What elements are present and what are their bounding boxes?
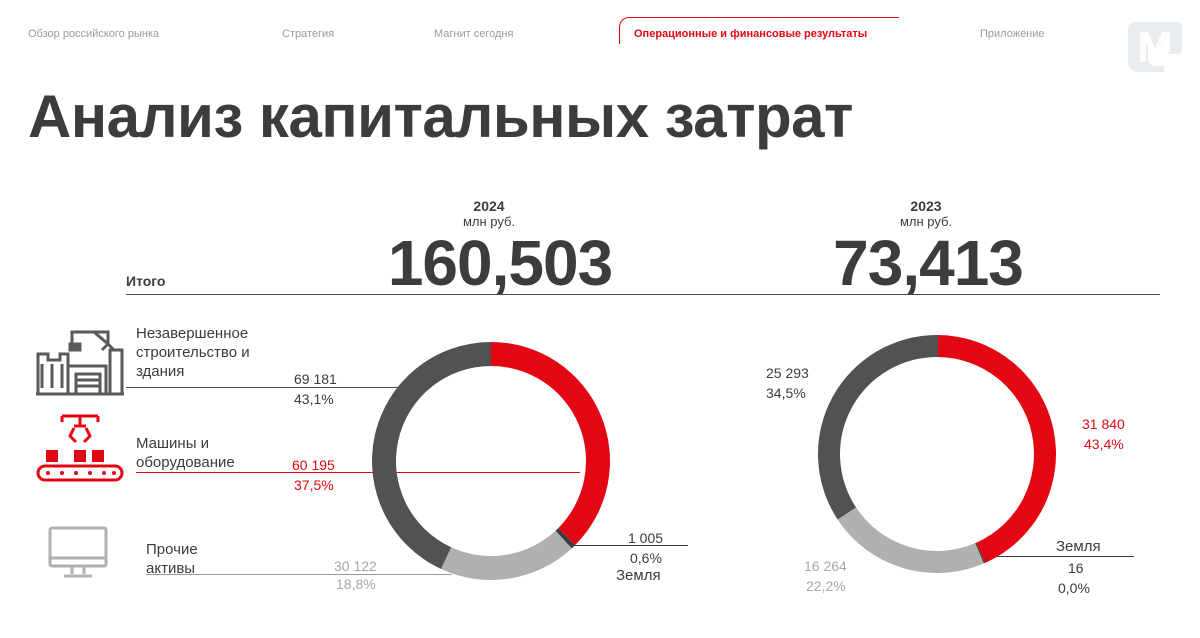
nav-item-market-overview[interactable]: Обзор российского рынка	[28, 28, 160, 40]
computer-monitor-icon	[48, 526, 108, 578]
donut-slice-2023-machinery	[937, 335, 1057, 563]
leader-line-2024-other	[146, 574, 452, 575]
unit-2023-label: млн руб.	[899, 214, 953, 229]
data-label-2023-other-value: 16 264	[804, 558, 847, 574]
nav-item-operational-financial-results[interactable]: Операционные и финансовые результаты	[634, 28, 868, 40]
data-label-2024-other-percent: 18,8%	[336, 576, 376, 592]
leader-line-2023-land	[980, 556, 1134, 557]
nav-active-indicator	[619, 17, 899, 44]
nav-item-strategy[interactable]: Стратегия	[282, 28, 335, 40]
total-2023-value: 73,413	[833, 227, 1024, 299]
category-label-machinery: Машины и оборудование	[136, 435, 235, 471]
donut-slice-2023-other-assets	[837, 507, 984, 574]
data-label-2024-land-percent: 0,6%	[630, 550, 662, 566]
machinery-conveyor-icon	[36, 414, 124, 482]
unit-2024-label: млн руб.	[462, 214, 516, 229]
leader-line-2024-machinery	[136, 472, 580, 473]
category-label-other-assets: Прочие активы	[146, 541, 198, 577]
data-label-2024-machinery-percent: 37,5%	[294, 477, 334, 493]
donut-slice-2023-construction	[817, 335, 939, 520]
donut-slice-2023-land	[975, 542, 986, 564]
data-label-2023-machinery-percent: 43,4%	[1084, 436, 1124, 452]
data-label-2024-machinery-value: 60 195	[292, 457, 335, 473]
page-title: Анализ капитальных затрат	[28, 83, 853, 150]
donut-chart-2023	[817, 335, 1057, 574]
total-2024-value: 160,503	[387, 227, 613, 299]
data-label-2023-other-percent: 22,2%	[806, 578, 846, 594]
year-2023-label: 2023	[910, 198, 942, 214]
data-label-2023-land-value: 16	[1068, 560, 1084, 576]
donut-chart-2024	[371, 342, 611, 581]
donut-slice-2024-other-assets	[441, 530, 572, 581]
magnit-logo-icon	[1128, 22, 1182, 72]
data-label-2024-construction-percent: 43,1%	[294, 391, 334, 407]
leader-line-2024-construction	[126, 387, 408, 388]
category-label-construction: Незавершенное строительство и здания	[136, 325, 250, 380]
total-label: Итого	[126, 273, 166, 289]
donut-slice-2024-machinery	[491, 342, 611, 546]
data-label-2024-construction-value: 69 181	[294, 371, 337, 387]
data-label-2023-land-percent: 0,0%	[1058, 580, 1090, 596]
header-divider	[126, 294, 1160, 295]
data-label-2023-land-name: Земля	[1056, 538, 1101, 555]
leader-line-2024-land	[570, 545, 688, 546]
construction-building-icon	[36, 330, 124, 396]
year-2024-label: 2024	[473, 198, 505, 214]
data-label-2023-construction-percent: 34,5%	[766, 385, 806, 401]
data-label-2023-construction-value: 25 293	[766, 365, 809, 381]
donut-slice-2024-land	[555, 528, 576, 549]
nav-item-magnit-today[interactable]: Магнит сегодня	[434, 28, 514, 40]
data-label-2024-land-value: 1 005	[628, 530, 664, 546]
top-navigation: Обзор российского рынка Стратегия Магнит…	[0, 0, 1200, 50]
data-label-2024-other-value: 30 122	[334, 558, 377, 574]
data-label-2024-land-name: Земля	[616, 567, 661, 584]
nav-item-appendix[interactable]: Приложение	[980, 28, 1045, 40]
data-label-2023-machinery-value: 31 840	[1082, 416, 1125, 432]
donut-slice-2024-construction	[371, 342, 491, 569]
